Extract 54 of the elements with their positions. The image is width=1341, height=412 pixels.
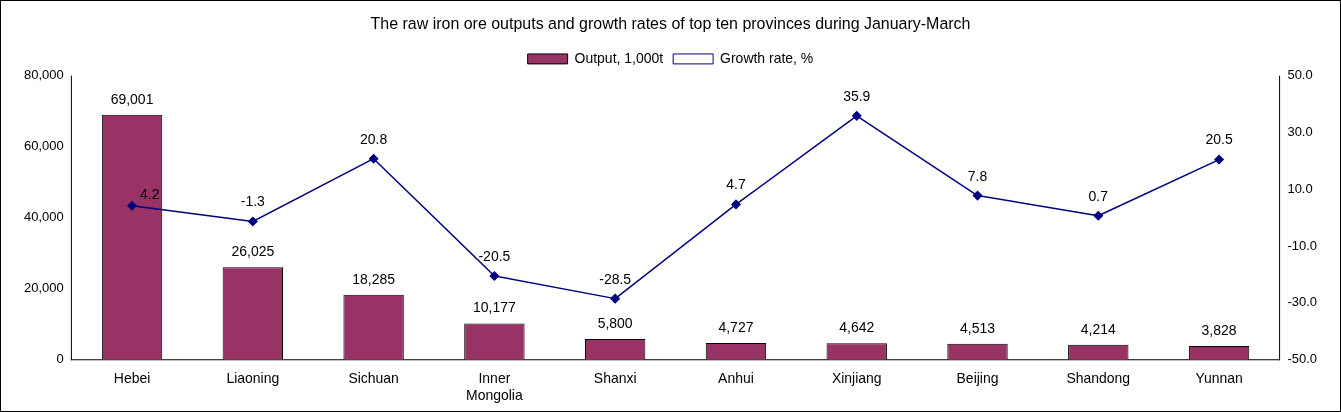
x-tick-label: Yunnan: [1195, 369, 1243, 386]
point: [1093, 211, 1104, 221]
data-label: 35.9: [843, 87, 871, 104]
x-tick-label: Beijing: [956, 369, 999, 386]
legend-label: Growth rate, %: [720, 49, 814, 66]
point: [972, 190, 983, 201]
legend-label: Output, 1,000t: [574, 49, 664, 66]
data-label: 4,513: [960, 319, 996, 336]
data-label: 69,001: [110, 90, 154, 107]
y-tick-label: 40,000: [24, 209, 64, 225]
point: [1214, 154, 1224, 165]
y2-tick-label: -50.0: [1287, 351, 1317, 367]
x-tick-label: Anhui: [718, 369, 754, 386]
x-tick-label: Inner Mongolia: [466, 369, 523, 403]
data-label: 4,642: [839, 319, 875, 336]
data-label: -1.3: [240, 193, 266, 210]
point: [489, 271, 500, 281]
y-tick-label: 20,000: [24, 280, 64, 296]
data-label: 4,727: [718, 318, 754, 335]
data-label: 18,285: [352, 270, 396, 287]
point: [248, 216, 258, 227]
x-tick-label: Shandong: [1066, 369, 1131, 386]
data-label: 20.5: [1205, 131, 1233, 148]
y-tick-label: 0: [56, 351, 64, 367]
point: [610, 293, 620, 304]
point: [368, 153, 379, 164]
data-label: -28.5: [599, 270, 632, 287]
data-label: -20.5: [478, 247, 511, 264]
y2-tick-label: 10.0: [1287, 180, 1313, 196]
data-label: 4.2: [140, 185, 160, 202]
point: [851, 111, 862, 121]
x-tick-label: Liaoning: [226, 369, 280, 386]
data-label: 0.7: [1088, 187, 1109, 204]
data-label: 3,828: [1201, 322, 1237, 338]
x-tick-label: Shanxi: [593, 369, 637, 386]
data-label: 4.7: [726, 176, 746, 193]
point: [127, 201, 137, 211]
data-label: 5,800: [597, 315, 633, 331]
x-tick-label: Xinjiang: [831, 369, 882, 386]
y2-tick-label: -30.0: [1287, 294, 1317, 310]
data-label: 10,177: [473, 299, 516, 316]
y2-tick-label: -10.0: [1287, 237, 1317, 253]
x-tick-label: Sichuan: [348, 369, 399, 386]
y2-tick-label: 30.0: [1287, 124, 1313, 140]
y2-tick-label: 50.0: [1287, 67, 1313, 83]
data-label: 7.8: [967, 167, 988, 184]
data-label: 20.8: [360, 130, 388, 147]
chart-title: The raw iron ore outputs and growth rates of top ten provinces during January-March: [370, 14, 971, 32]
x-tick-label: Hebei: [113, 369, 151, 386]
y-tick-label: 60,000: [24, 138, 64, 154]
y-tick-label: 80,000: [24, 67, 64, 83]
data-label: 4,214: [1080, 320, 1116, 337]
point: [731, 199, 741, 210]
data-label: 26,025: [231, 243, 275, 260]
